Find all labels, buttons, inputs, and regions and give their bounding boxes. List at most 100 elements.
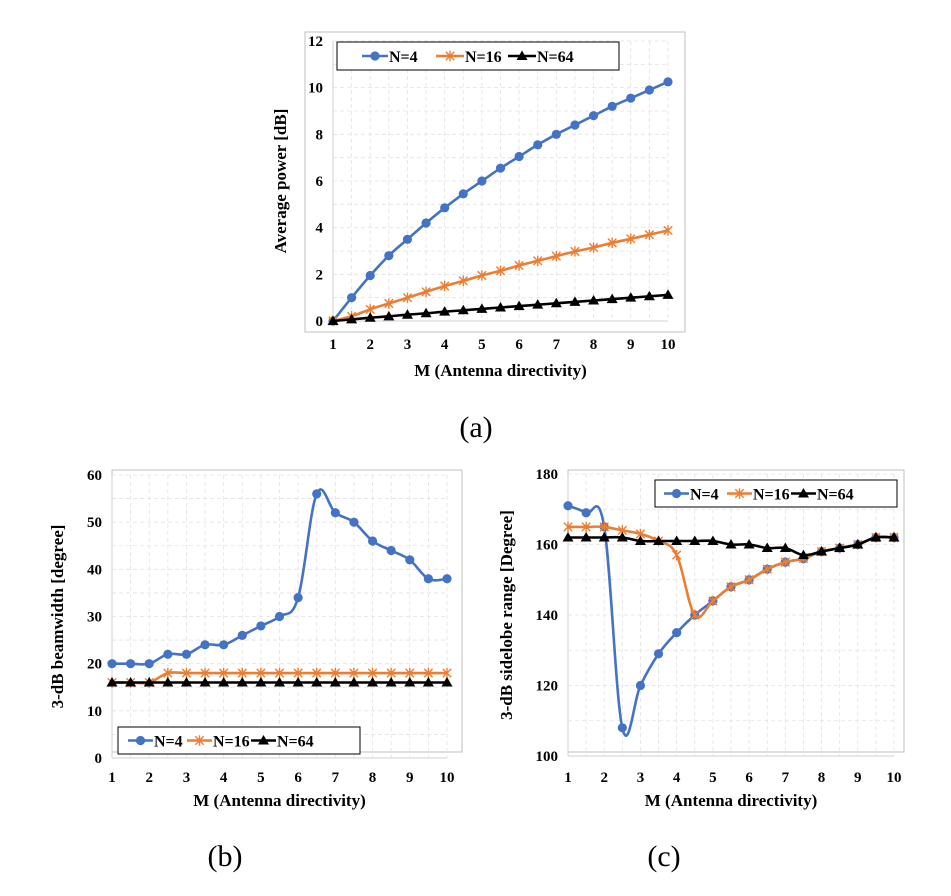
data-point [219,640,229,650]
data-point [237,630,247,640]
data-point [514,260,524,271]
chart-b: 1 2 3 4 5 6 7 8 9 10 0 10 20 30 40 50 60 M (Antenna direc… [48,468,463,873]
data-point [588,294,600,305]
y-tick-label: 120 [536,679,559,695]
data-point [514,151,524,162]
data-point [402,292,413,303]
x-tick-label: 5 [257,770,265,786]
x-tick-label: 2 [145,770,153,786]
y-tick-label: 140 [536,608,559,624]
data-point [199,677,211,687]
data-point [236,677,248,687]
legend-label: N=16 [213,734,250,751]
x-tick-label: 6 [294,770,302,786]
data-point [797,549,809,560]
data-point [218,677,230,687]
series-N=64 [562,531,900,560]
data-point [643,290,655,301]
data-point [181,667,192,679]
data-point [725,539,737,549]
data-point [477,176,487,186]
figure-caption: (a) [459,411,492,444]
data-point [218,667,229,679]
data-point [327,315,339,325]
x-tick-label: 10 [887,770,902,786]
data-point [495,265,506,277]
data-point [707,535,719,545]
data-point [423,574,433,584]
data-point [533,140,543,150]
data-point [476,303,488,313]
data-point [598,531,610,542]
data-point [330,508,340,518]
data-point [599,521,609,533]
data-point [458,275,468,287]
data-point [402,234,413,244]
series-N=64 [106,677,453,687]
data-point [477,270,487,281]
data-point [550,297,562,308]
data-point [274,677,285,687]
chart-c: 1 2 3 4 5 6 7 8 9 10 100 120 140 160 180 M (Antenna dir… [497,467,905,873]
data-point [347,293,357,303]
data-point [346,313,358,324]
data-point [439,306,451,316]
data-point [256,621,266,631]
data-point [588,111,599,121]
data-point [422,677,434,687]
x-tick-label: 2 [600,770,608,786]
data-point [570,246,580,257]
data-point [367,677,379,687]
y-tick-label: 40 [87,562,102,578]
y-tick-label: 20 [87,657,102,673]
legend-label: N=4 [154,734,183,751]
data-point [386,545,396,556]
y-tick-label: 60 [87,468,102,484]
data-point [551,129,561,139]
chart-border [567,469,905,753]
x-tick-label: 4 [441,337,449,353]
series-line [331,80,669,322]
data-point [420,307,432,318]
x-tick-label: 8 [818,770,826,786]
data-point [442,574,452,584]
data-point [562,531,574,542]
data-point [421,286,431,298]
data-point [563,501,573,511]
x-tick-label: 10 [440,770,455,786]
data-point [330,667,341,679]
data-point [442,667,452,679]
legend-label: N=4 [690,487,719,504]
x-tick-label: 8 [369,770,377,786]
y-tick-label: 10 [308,81,323,97]
data-point [349,517,359,527]
y-tick-label: 30 [87,610,102,626]
figure-caption: (b) [208,840,243,873]
data-point [761,542,773,553]
data-point [423,667,434,679]
x-axis-label: M (Antenna directivity) [193,791,366,810]
data-point [653,649,664,659]
y-axis-label: Average power [dB] [271,109,290,254]
data-point [292,677,304,687]
data-point [383,310,395,321]
data-point [570,120,580,130]
data-point [405,667,415,679]
gridlines [567,473,895,757]
series-N=64 [327,289,674,325]
x-tick-label: 10 [661,337,676,353]
y-tick-label: 100 [536,749,559,765]
data-point [689,535,701,545]
data-point [293,593,303,603]
legend-box [654,479,898,508]
data-point [367,536,378,546]
data-point [653,535,665,545]
x-tick-label: 6 [745,770,753,786]
legend-marker [370,51,380,61]
data-point [533,255,543,266]
legend-label: N=16 [465,49,502,66]
y-tick-label: 0 [95,751,103,767]
x-tick-label: 4 [673,770,681,786]
data-point [162,677,174,687]
legend-label: N=4 [389,49,418,66]
